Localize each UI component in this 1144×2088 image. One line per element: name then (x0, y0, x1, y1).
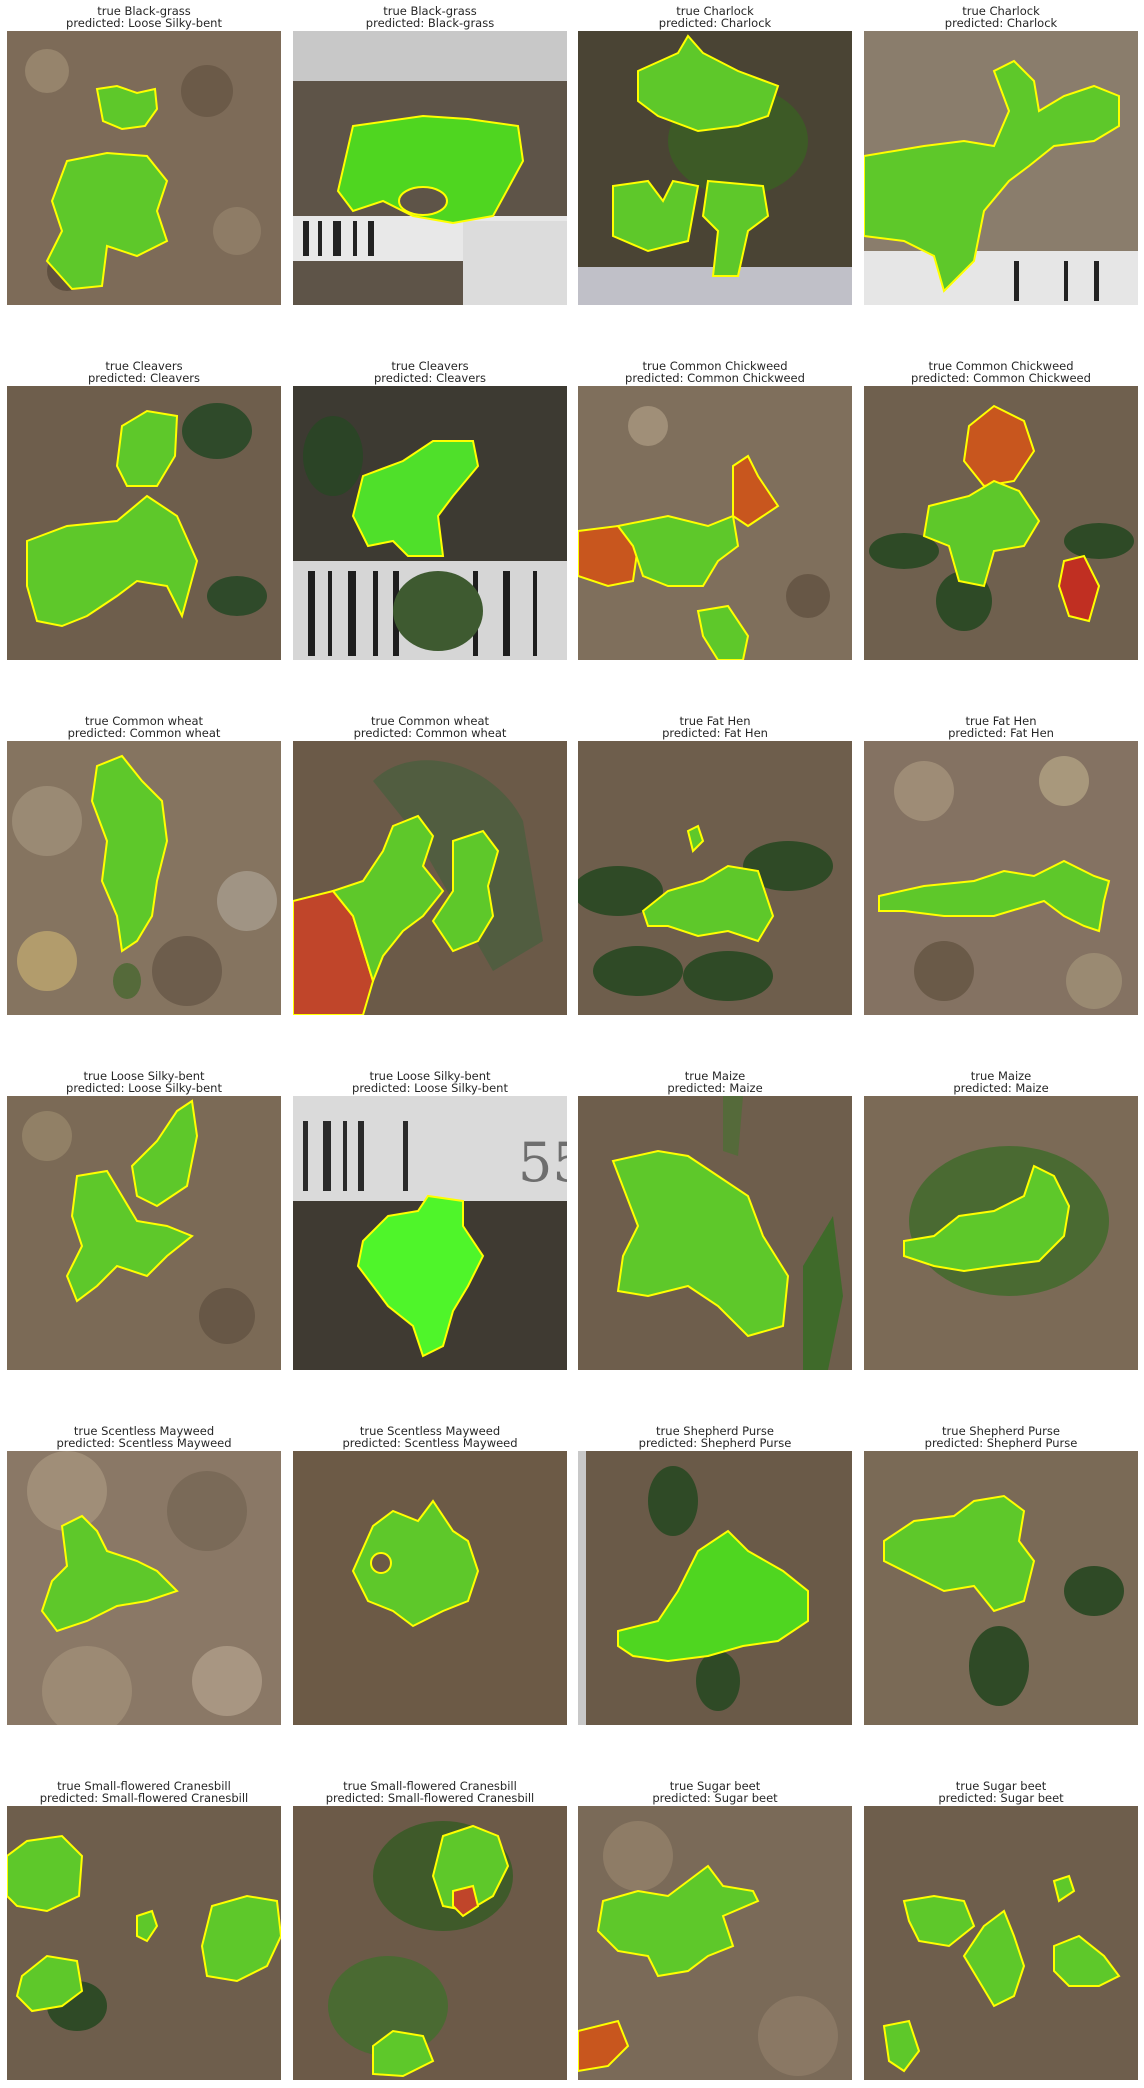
predicted-label: predicted: Charlock (944, 16, 1058, 30)
panel-caption: true Scentless Mayweed predicted: Scentl… (273, 1425, 587, 1449)
true-label: true Scentless Mayweed (359, 1424, 501, 1438)
seedling-image (578, 31, 852, 305)
seedling-image (864, 386, 1138, 660)
true-label: true Fat Hen (679, 714, 751, 728)
panel-caption: true Common Chickweed predicted: Common … (558, 360, 872, 384)
seedling-image: 55 (293, 1096, 567, 1370)
panel-caption: true Shepherd Purse predicted: Shepherd … (844, 1425, 1144, 1449)
seedling-image (293, 31, 567, 305)
predicted-label: predicted: Loose Silky-bent (66, 1081, 222, 1095)
seedling-image (578, 1806, 852, 2080)
panel-caption: true Fat Hen predicted: Fat Hen (558, 715, 872, 739)
seedling-image (293, 1806, 567, 2080)
true-label: true Maize (684, 1069, 746, 1083)
predicted-label: predicted: Black-grass (365, 16, 495, 30)
panel-caption: true Sugar beet predicted: Sugar beet (558, 1780, 872, 1804)
panel-caption: true Small-flowered Cranesbill predicted… (0, 1780, 301, 1804)
predicted-label: predicted: Maize (953, 1081, 1049, 1095)
predicted-label: predicted: Fat Hen (948, 726, 1054, 740)
predicted-label: predicted: Maize (667, 1081, 763, 1095)
predicted-label: predicted: Charlock (658, 16, 772, 30)
true-label: true Cleavers (105, 359, 183, 373)
true-label: true Fat Hen (965, 714, 1037, 728)
predicted-label: predicted: Common wheat (353, 726, 507, 740)
predicted-label: predicted: Cleavers (87, 371, 201, 385)
panel-caption: true Scentless Mayweed predicted: Scentl… (0, 1425, 301, 1449)
panel-caption: true Maize predicted: Maize (844, 1070, 1144, 1094)
true-label: true Shepherd Purse (942, 1424, 1060, 1438)
panel-caption: true Loose Silky-bent predicted: Loose S… (273, 1070, 587, 1094)
panel-caption: true Black-grass predicted: Loose Silky-… (0, 5, 301, 29)
predicted-label: predicted: Small-flowered Cranesbill (325, 1791, 535, 1805)
seedling-image (578, 386, 852, 660)
predicted-label: predicted: Sugar beet (938, 1791, 1064, 1805)
true-label: true Charlock (962, 4, 1040, 18)
predicted-label: predicted: Shepherd Purse (638, 1436, 792, 1450)
panel-caption: true Common wheat predicted: Common whea… (0, 715, 301, 739)
seedling-image (7, 1096, 281, 1370)
predicted-label: predicted: Shepherd Purse (924, 1436, 1078, 1450)
panel-caption: true Cleavers predicted: Cleavers (273, 360, 587, 384)
seedling-image (7, 1806, 281, 2080)
seedling-image (7, 1451, 281, 1725)
seedling-image (293, 386, 567, 660)
seedling-image (293, 741, 567, 1015)
seedling-image (864, 31, 1138, 305)
panel-caption: true Black-grass predicted: Black-grass (273, 5, 587, 29)
seedling-image (578, 741, 852, 1015)
panel-caption: true Sugar beet predicted: Sugar beet (844, 1780, 1144, 1804)
true-label: true Common wheat (84, 714, 204, 728)
seedling-image (864, 1096, 1138, 1370)
seedling-image (7, 386, 281, 660)
panel-caption: true Loose Silky-bent predicted: Loose S… (0, 1070, 301, 1094)
seedling-image (578, 1096, 852, 1370)
true-label: true Sugar beet (669, 1779, 761, 1793)
predicted-label: predicted: Cleavers (373, 371, 487, 385)
true-label: true Common Chickweed (642, 359, 788, 373)
panel-caption: true Charlock predicted: Charlock (844, 5, 1144, 29)
predicted-label: predicted: Small-flowered Cranesbill (39, 1791, 249, 1805)
true-label: true Scentless Mayweed (73, 1424, 215, 1438)
predicted-label: predicted: Common Chickweed (911, 371, 1091, 385)
true-label: true Cleavers (391, 359, 469, 373)
panel-caption: true Charlock predicted: Charlock (558, 5, 872, 29)
seedling-image (7, 31, 281, 305)
seedling-image (293, 1451, 567, 1725)
seedling-image (7, 741, 281, 1015)
seedling-image (578, 1451, 852, 1725)
panel-caption: true Cleavers predicted: Cleavers (0, 360, 301, 384)
svg-text:55: 55 (518, 1131, 567, 1194)
true-label: true Charlock (676, 4, 754, 18)
seedling-image (864, 1451, 1138, 1725)
true-label: true Loose Silky-bent (369, 1069, 491, 1083)
panel-caption: true Shepherd Purse predicted: Shepherd … (558, 1425, 872, 1449)
true-label: true Common Chickweed (928, 359, 1074, 373)
true-label: true Common wheat (370, 714, 490, 728)
true-label: true Small-flowered Cranesbill (343, 1779, 517, 1793)
true-label: true Shepherd Purse (656, 1424, 774, 1438)
true-label: true Black-grass (97, 4, 191, 18)
panel-caption: true Small-flowered Cranesbill predicted… (273, 1780, 587, 1804)
predicted-label: predicted: Common wheat (67, 726, 221, 740)
seedling-image (864, 741, 1138, 1015)
true-label: true Small-flowered Cranesbill (57, 1779, 231, 1793)
predicted-label: predicted: Loose Silky-bent (66, 16, 222, 30)
seedling-image (864, 1806, 1138, 2080)
panel-caption: true Common Chickweed predicted: Common … (844, 360, 1144, 384)
predicted-label: predicted: Common Chickweed (625, 371, 805, 385)
predicted-label: predicted: Loose Silky-bent (352, 1081, 508, 1095)
panel-caption: true Maize predicted: Maize (558, 1070, 872, 1094)
panel-caption: true Fat Hen predicted: Fat Hen (844, 715, 1144, 739)
predicted-label: predicted: Fat Hen (662, 726, 768, 740)
true-label: true Black-grass (383, 4, 477, 18)
predicted-label: predicted: Scentless Mayweed (56, 1436, 232, 1450)
true-label: true Sugar beet (955, 1779, 1047, 1793)
predicted-label: predicted: Sugar beet (652, 1791, 778, 1805)
predicted-label: predicted: Scentless Mayweed (342, 1436, 518, 1450)
panel-caption: true Common wheat predicted: Common whea… (273, 715, 587, 739)
true-label: true Maize (970, 1069, 1032, 1083)
true-label: true Loose Silky-bent (83, 1069, 205, 1083)
